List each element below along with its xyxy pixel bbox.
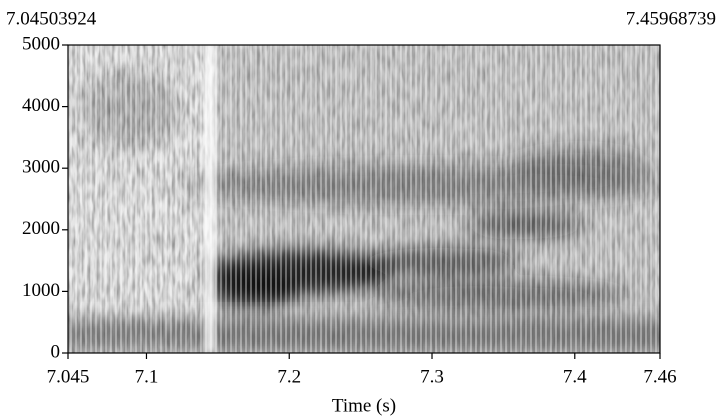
y-tick-label: 2000 (22, 218, 60, 239)
y-tick-label: 3000 (22, 157, 60, 178)
x-tick-label: 7.4 (563, 366, 587, 387)
plot-frame (67, 44, 661, 354)
x-tick-label: 7.3 (420, 366, 444, 387)
x-tick-label: 7.045 (47, 366, 90, 387)
spectrogram-image (68, 45, 660, 353)
y-tick-label: 1000 (22, 280, 60, 301)
x-tick-label: 7.1 (135, 366, 159, 387)
y-tick-label: 0 (51, 341, 61, 362)
end-time: 7.45968739 (626, 8, 716, 29)
x-tick-label: 7.46 (643, 366, 676, 387)
x-tick-label: 7.2 (277, 366, 301, 387)
y-tick-label: 5000 (22, 33, 60, 54)
start-time: 7.04503924 (6, 8, 97, 29)
y-tick-label: 4000 (22, 95, 60, 116)
x-axis-label: Time (s) (332, 395, 396, 416)
